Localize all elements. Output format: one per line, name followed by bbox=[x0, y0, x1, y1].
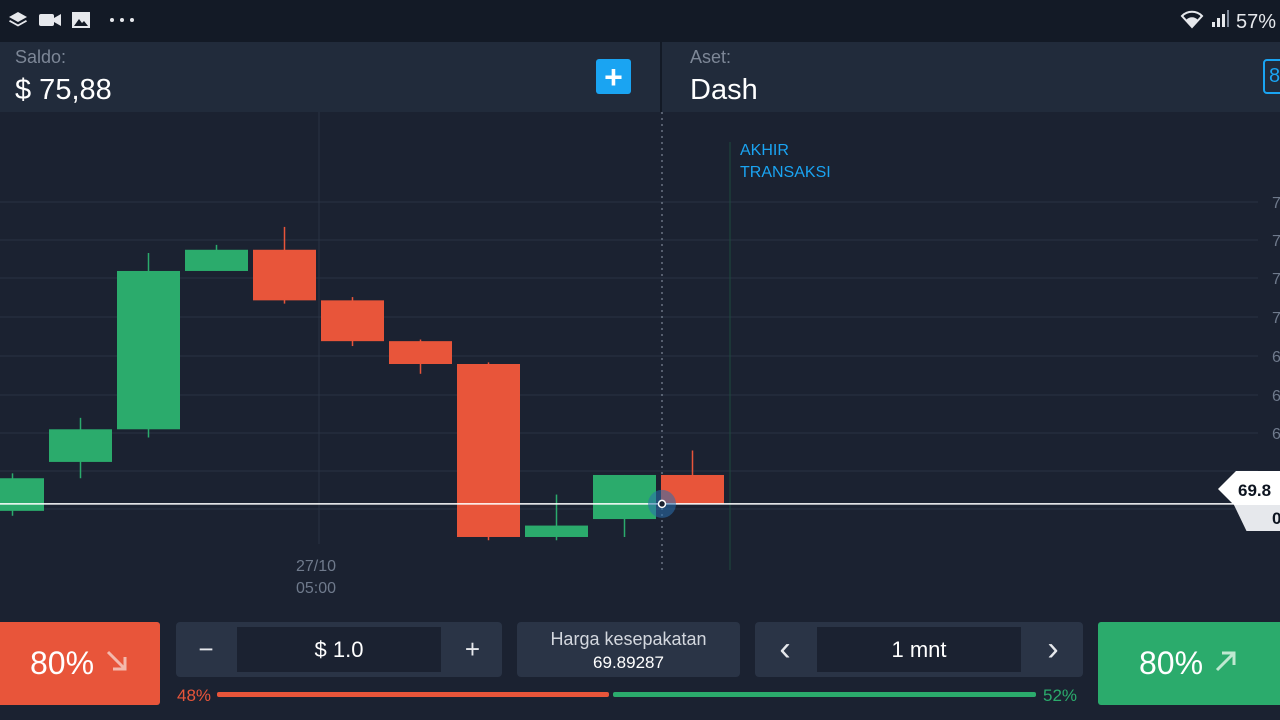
wifi-icon bbox=[1180, 9, 1204, 35]
y-tick-label: 7 bbox=[1272, 271, 1280, 288]
y-tick-label: 6 bbox=[1272, 349, 1280, 366]
candle-body bbox=[593, 474, 656, 520]
candle-body bbox=[321, 300, 384, 342]
down-percent: 80% bbox=[29, 645, 95, 681]
candle-body bbox=[49, 429, 112, 462]
status-right: 57% bbox=[1180, 9, 1276, 35]
strike-label: Harga kesepakatan bbox=[550, 629, 707, 649]
current-price-tag bbox=[1218, 471, 1280, 507]
y-tick-label: 7 bbox=[1272, 195, 1280, 212]
sentiment-down-percent: 48% bbox=[177, 686, 212, 705]
asset-label: Aset: bbox=[690, 47, 732, 67]
sentiment-up-bar bbox=[613, 692, 1036, 697]
secondary-price-text: 0 bbox=[1272, 509, 1280, 528]
strike-value: 69.89287 bbox=[593, 653, 664, 672]
candle-body bbox=[389, 341, 452, 364]
header-bar bbox=[0, 42, 1280, 112]
strike-price-box: Harga kesepakatan 69.89287 bbox=[517, 622, 740, 677]
duration-field-bg bbox=[817, 627, 1021, 672]
arrow-down-right-icon bbox=[104, 645, 130, 682]
candle-body bbox=[525, 525, 588, 537]
sell-button[interactable]: 80% bbox=[0, 622, 160, 705]
candle-body bbox=[0, 478, 44, 511]
more-icon bbox=[108, 10, 136, 30]
candle-body bbox=[117, 270, 180, 430]
candle-body bbox=[185, 249, 248, 271]
amount-plus-button[interactable]: + bbox=[464, 634, 481, 664]
duration-next-button[interactable]: › bbox=[1047, 630, 1059, 668]
y-tick-label: 6 bbox=[1272, 426, 1280, 443]
sentiment-down-bar bbox=[217, 692, 609, 697]
y-tick-label: 6 bbox=[1272, 388, 1280, 405]
asset-value[interactable]: Dash bbox=[690, 74, 758, 106]
candlestick-chart[interactable]: 7 7 7 7 6 6 6 bbox=[0, 112, 1280, 620]
battery-percent: 57% bbox=[1235, 10, 1276, 33]
amount-field-bg bbox=[237, 627, 441, 672]
status-bar: 57% bbox=[0, 0, 1280, 42]
plus-icon: + bbox=[604, 58, 623, 95]
y-tick-label: 7 bbox=[1272, 310, 1280, 327]
price-chart[interactable]: 7 7 7 7 6 6 6 bbox=[0, 112, 1280, 620]
buy-button[interactable]: 80% bbox=[1098, 622, 1280, 705]
video-icon bbox=[38, 10, 62, 30]
end-of-trade-label: AKHIR TRANSAKSI bbox=[740, 140, 831, 184]
arrow-up-right-icon bbox=[1213, 645, 1239, 682]
sentiment-up-percent: 52% bbox=[1043, 686, 1078, 705]
balance-label: Saldo: bbox=[15, 47, 67, 67]
end-label-line1: AKHIR bbox=[740, 142, 789, 159]
duration-value[interactable]: 1 mnt bbox=[891, 636, 947, 662]
price-marker-dot[interactable] bbox=[657, 499, 667, 509]
up-percent: 80% bbox=[1138, 645, 1204, 681]
time-label-hour: 05:00 bbox=[296, 580, 337, 597]
balance-value[interactable]: $ 75,88 bbox=[15, 74, 112, 106]
amount-input[interactable]: $ 1.0 bbox=[314, 636, 364, 662]
candle-body bbox=[457, 364, 520, 537]
signal-icon bbox=[1210, 9, 1230, 35]
header-divider bbox=[660, 42, 662, 112]
image-icon bbox=[71, 10, 91, 30]
time-label-date: 27/10 bbox=[296, 558, 337, 575]
duration-prev-button[interactable]: ‹ bbox=[779, 630, 791, 668]
y-tick-label: 7 bbox=[1272, 233, 1280, 250]
layers-icon bbox=[8, 10, 28, 30]
add-funds-button[interactable]: + bbox=[596, 59, 631, 94]
asset-select-button[interactable]: 8 bbox=[1263, 59, 1280, 94]
candle-body bbox=[253, 249, 316, 301]
amount-minus-button[interactable]: − bbox=[198, 634, 214, 664]
end-label-line2: TRANSAKSI bbox=[740, 164, 831, 181]
current-price-text: 69.8 bbox=[1238, 481, 1272, 500]
time-axis-label: 27/10 05:00 bbox=[296, 556, 336, 600]
